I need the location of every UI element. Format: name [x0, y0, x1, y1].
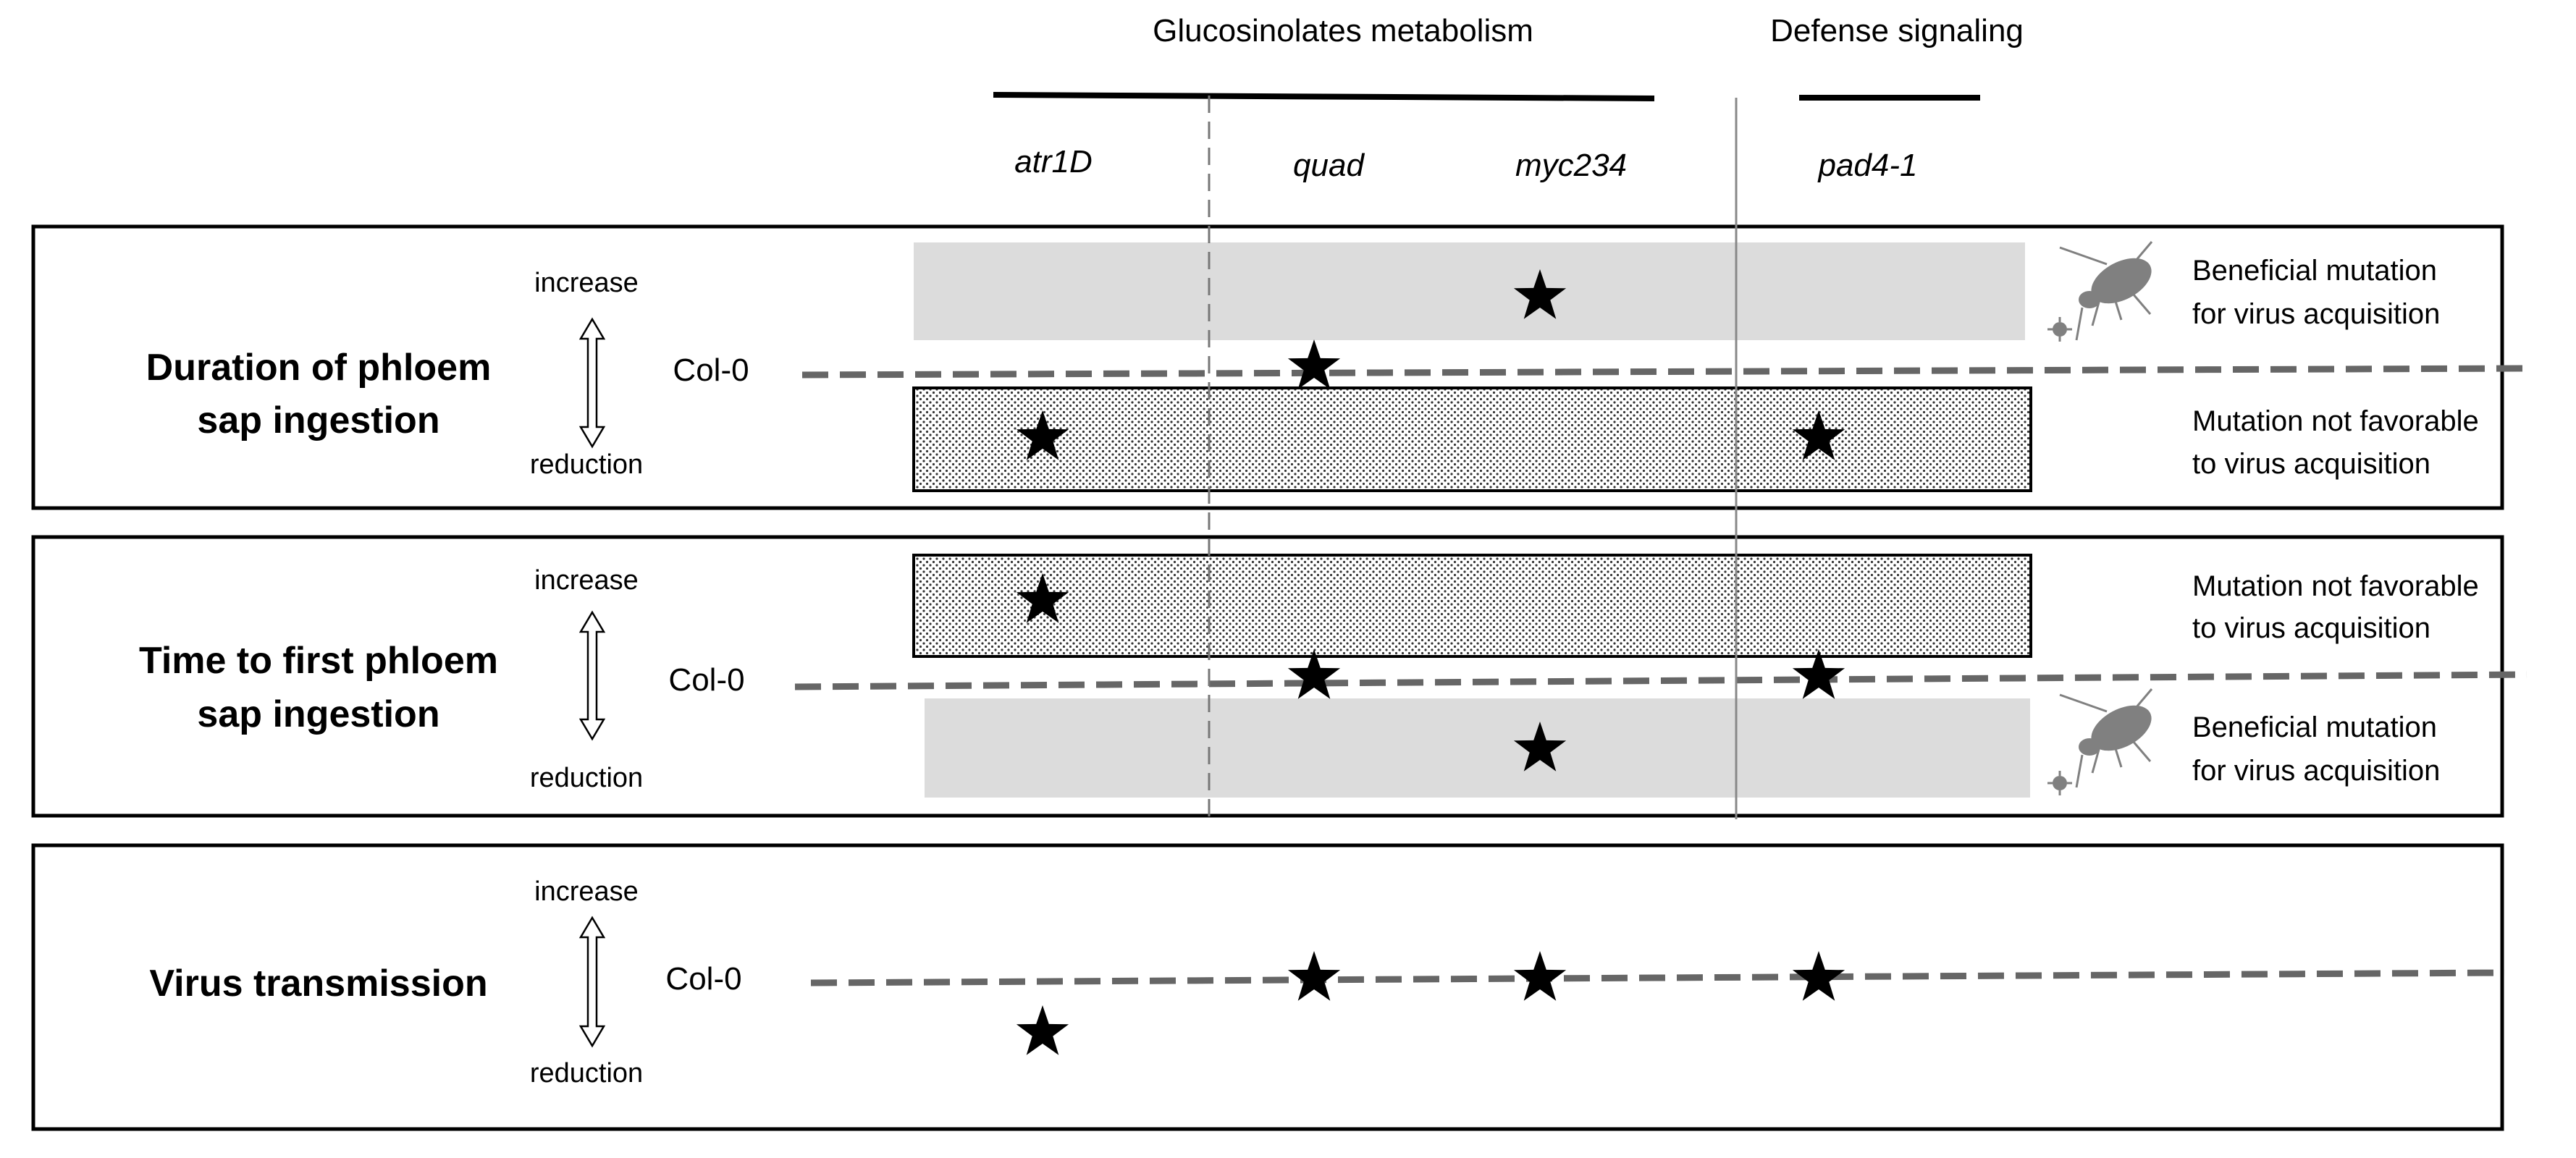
double-arrow-icon [578, 916, 606, 1048]
beneficial-label-line-1: Beneficial mutation [2192, 255, 2437, 287]
col0-label: Col-0 [665, 961, 741, 997]
panel-title-line-1: Time to first phloem [139, 640, 498, 682]
col0-baseline [810, 969, 2506, 986]
col0-baseline [794, 671, 2527, 690]
not-favorable-label-line-2: to virus acquisition [2192, 448, 2430, 480]
star-icon-myc234 [1513, 269, 1567, 319]
virus-icon [2047, 317, 2072, 342]
reduction-label: reduction [530, 763, 643, 793]
increase-label: increase [534, 565, 639, 596]
not-favorable-label-line-2: to virus acquisition [2192, 612, 2430, 644]
col0-baseline [801, 365, 2527, 379]
not-favorable-region [912, 386, 2032, 492]
header: Glucosinolates metabolism Defense signal… [993, 13, 2024, 183]
not-favorable-label-line-1: Mutation not favorable [2192, 570, 2479, 602]
genotype-label-pad4-1: pad4-1 [1817, 148, 1917, 183]
genotype-label-quad: quad [1293, 148, 1365, 183]
reduction-label: reduction [530, 449, 643, 480]
group-bar-glucosinolates [993, 92, 1655, 101]
aphid-icon [2059, 688, 2153, 788]
increase-label: increase [534, 268, 639, 298]
star-icon-myc234 [1513, 722, 1567, 772]
panel-virus-transmission: Virus transmission increase reduction Co… [31, 843, 2506, 1131]
star-icon-quad [1287, 951, 1341, 1001]
star-icon-quad [1287, 649, 1341, 699]
beneficial-region [925, 698, 2030, 798]
panel-title-line-2: sap ingestion [197, 400, 439, 441]
aphid-icon [2059, 241, 2153, 341]
star-icon-atr1D [1016, 573, 1069, 623]
col0-label: Col-0 [668, 662, 744, 698]
reduction-label: reduction [530, 1058, 643, 1089]
beneficial-label-line-1: Beneficial mutation [2192, 711, 2437, 743]
virus-icon [2047, 771, 2072, 795]
star-icon-pad4-1 [1792, 649, 1845, 699]
panel-duration: Duration of phloem sap ingestion increas… [31, 224, 2527, 510]
beneficial-label-line-2: for virus acquisition [2192, 755, 2440, 787]
star-icon-atr1D [1016, 410, 1069, 460]
star-icon-atr1D [1016, 1005, 1069, 1055]
beneficial-label-line-2: for virus acquisition [2192, 298, 2440, 330]
double-arrow-icon [578, 610, 606, 741]
col0-label: Col-0 [673, 352, 749, 388]
group-label-glucosinolates: Glucosinolates metabolism [1153, 13, 1533, 48]
increase-label: increase [534, 876, 639, 907]
not-favorable-region [912, 554, 2032, 658]
panel-title-line-1: Duration of phloem [146, 347, 492, 389]
star-icon-quad [1287, 339, 1341, 389]
genotype-label-myc234: myc234 [1515, 148, 1627, 183]
double-arrow-icon [578, 317, 606, 449]
panel-title: Virus transmission [149, 963, 487, 1005]
not-favorable-label-line-1: Mutation not favorable [2192, 405, 2479, 437]
panel-title-line-2: sap ingestion [197, 693, 439, 735]
beneficial-region [914, 242, 2025, 340]
group-label-defense: Defense signaling [1770, 13, 2024, 48]
star-icon-pad4-1 [1792, 410, 1845, 460]
star-icon-pad4-1 [1792, 951, 1845, 1001]
genotype-stars [1016, 269, 1845, 1055]
star-icon-myc234 [1513, 951, 1567, 1001]
genotype-label-atr1D: atr1D [1014, 144, 1093, 179]
panel-frame [31, 843, 2504, 1131]
panel-time-to-first: Time to first phloem sap ingestion incre… [31, 535, 2527, 818]
